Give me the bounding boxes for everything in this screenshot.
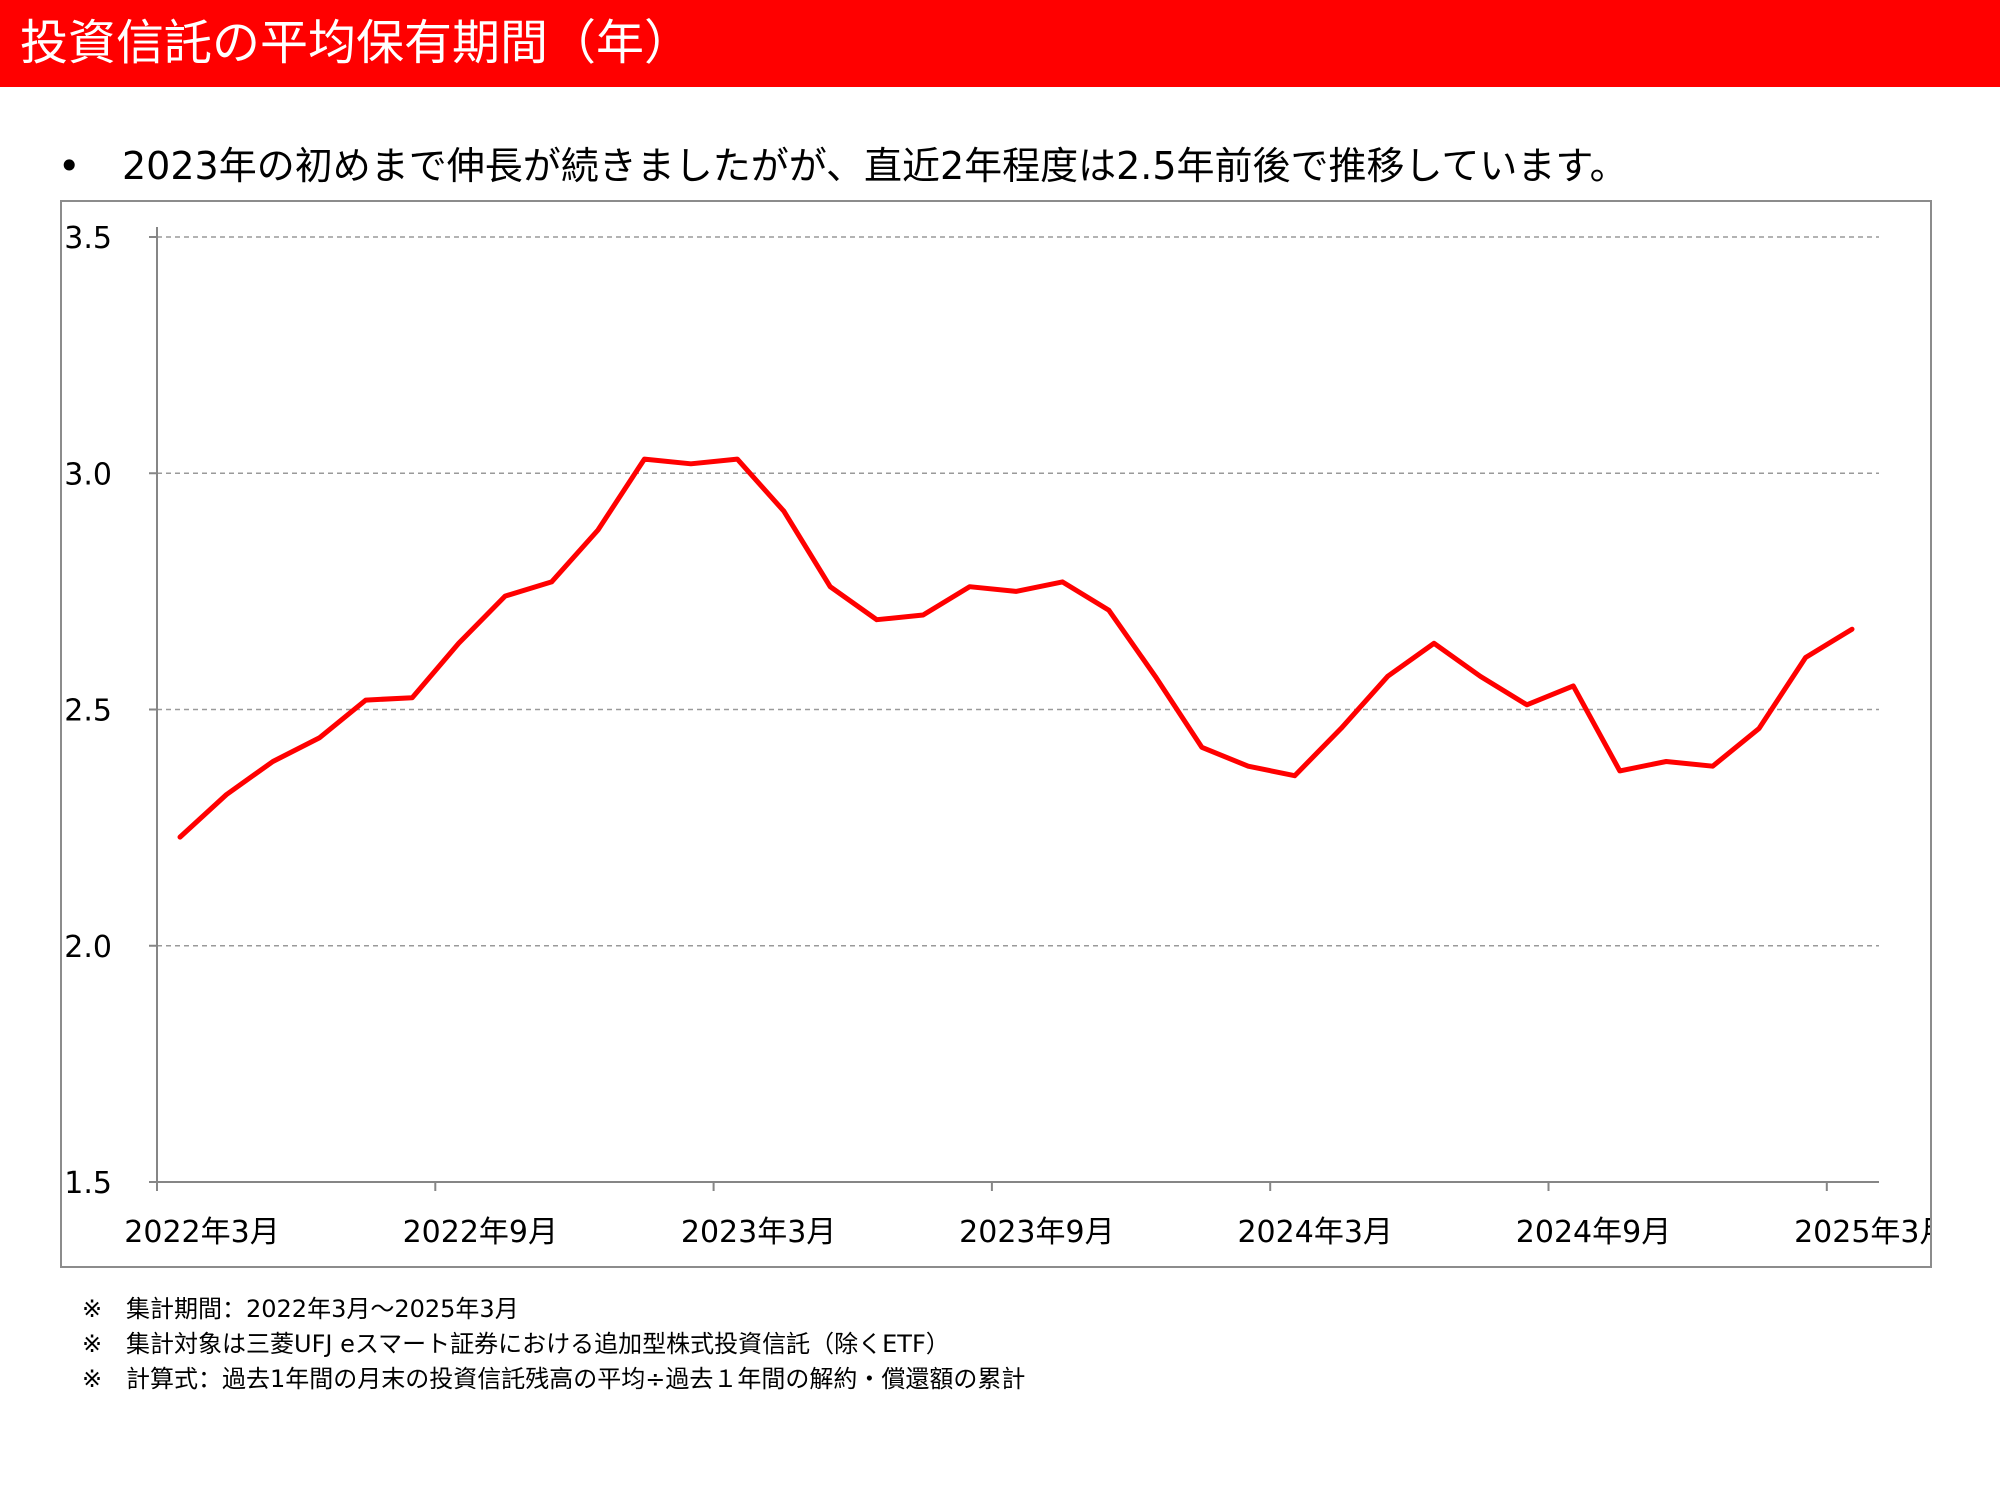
y-tick-label: 3.0: [64, 457, 112, 492]
summary-bullet: • 2023年の初めまで伸長が続きましたがが、直近2年程度は2.5年前後で推移して…: [58, 140, 1628, 192]
x-tick-label: 2022年9月: [403, 1215, 558, 1250]
x-tick-label: 2024年3月: [1237, 1215, 1392, 1250]
series-line: [177, 456, 1855, 840]
line-chart: 1.5 2.0 2.5 3.0 3.5 2022年3月 2022年9月 2023年3月 2023…: [64, 221, 1930, 1250]
footnotes: ※ 集計期間：2022年3月～2025年3月 ※ 集計対象は三菱UFJ eスマート証…: [82, 1292, 1025, 1397]
x-tick-label: 2025年3月: [1794, 1215, 1930, 1250]
y-tick-label: 3.5: [64, 221, 112, 256]
y-tick-label: 2.0: [64, 930, 112, 965]
page-title: 投資信託の平均保有期間（年）: [20, 15, 693, 71]
x-tick-label: 2022年3月: [124, 1215, 279, 1250]
summary-text: 2023年の初めまで伸長が続きましたがが、直近2年程度は2.5年前後で推移してい…: [122, 144, 1628, 188]
footnote: ※ 集計対象は三菱UFJ eスマート証券における追加型株式投資信託（除くETF）: [82, 1327, 1025, 1362]
footnote: ※ 計算式：過去1年間の月末の投資信託残高の平均÷過去１年間の解約・償還額の累計: [82, 1362, 1025, 1397]
x-tick-label: 2023年3月: [681, 1215, 836, 1250]
note-mark: ※: [82, 1330, 103, 1358]
x-tick-label: 2024年9月: [1516, 1215, 1671, 1250]
footnote: ※ 集計期間：2022年3月～2025年3月: [82, 1292, 1025, 1327]
y-tick-label: 1.5: [64, 1166, 112, 1201]
title-bar: 投資信託の平均保有期間（年）: [0, 0, 2000, 87]
note-text: 集計対象は三菱UFJ eスマート証券における追加型株式投資信託（除くETF）: [126, 1330, 950, 1358]
note-text: 集計期間：2022年3月～2025年3月: [126, 1295, 519, 1323]
bullet-marker: •: [58, 144, 81, 188]
note-mark: ※: [82, 1365, 103, 1393]
chart-frame: 1.5 2.0 2.5 3.0 3.5 2022年3月 2022年9月 2023年3月 2023…: [60, 200, 1932, 1268]
x-tick-label: 2023年9月: [959, 1215, 1114, 1250]
y-tick-label: 2.5: [64, 694, 112, 729]
note-text: 計算式：過去1年間の月末の投資信託残高の平均÷過去１年間の解約・償還額の累計: [126, 1365, 1026, 1393]
note-mark: ※: [82, 1295, 103, 1323]
